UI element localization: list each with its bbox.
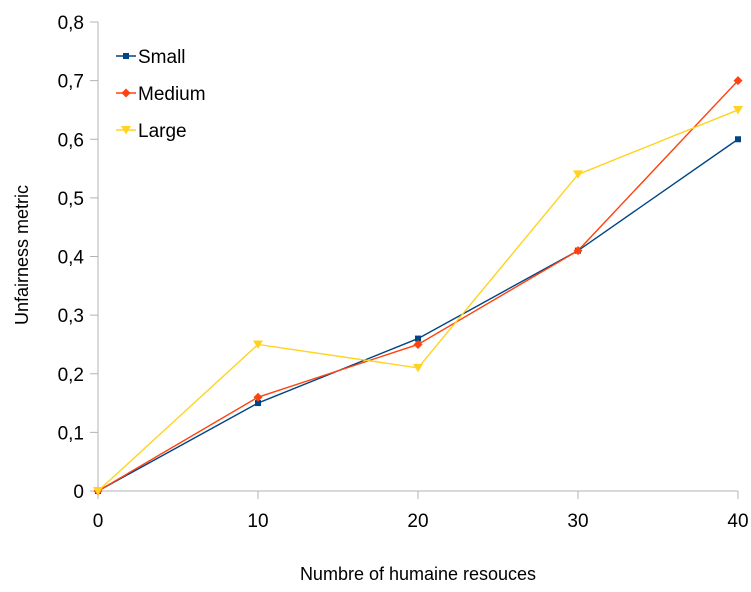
legend-label: Medium bbox=[138, 84, 206, 105]
y-tick-label: 0,2 bbox=[58, 365, 84, 386]
tick-labels: 0 0,1 0,2 0,3 0,4 0,5 0,6 0,7 0,8 0 10 20 30 40 bbox=[58, 13, 749, 532]
data-point-medium bbox=[573, 246, 583, 256]
data-point-small bbox=[255, 400, 261, 407]
x-tick-label: 30 bbox=[567, 511, 588, 532]
y-tick-label: 0,3 bbox=[58, 306, 84, 327]
series-line-medium bbox=[97, 80, 739, 492]
y-tick-label: 0,1 bbox=[58, 423, 84, 444]
data-point-small bbox=[415, 335, 421, 342]
x-axis-label: Numbre of humaine resouces bbox=[300, 564, 536, 584]
data-point-large bbox=[573, 170, 583, 179]
data-point-large bbox=[733, 105, 743, 115]
data-point-medium bbox=[413, 339, 423, 349]
series-lines bbox=[97, 80, 739, 492]
series-line-small bbox=[97, 138, 739, 492]
legend-marker bbox=[121, 126, 131, 135]
x-tick-label: 20 bbox=[407, 511, 428, 532]
legend-label: Large bbox=[138, 121, 187, 142]
legend-marker bbox=[123, 53, 129, 59]
y-tick-label: 0,5 bbox=[58, 189, 84, 210]
legend-marker bbox=[121, 88, 131, 98]
data-point-large bbox=[93, 487, 103, 496]
series-markers bbox=[93, 76, 743, 496]
legend: Small Medium Large bbox=[116, 47, 206, 142]
y-axis-label: Unfairness metric bbox=[12, 185, 32, 325]
series-line-large bbox=[97, 109, 739, 492]
data-point-medium bbox=[733, 76, 743, 86]
data-point-medium bbox=[253, 392, 263, 402]
data-point-large bbox=[253, 340, 263, 349]
legend-item-large: Large bbox=[116, 121, 187, 142]
x-tick-label: 0 bbox=[93, 511, 104, 532]
data-point-small bbox=[735, 136, 741, 143]
x-tick-label: 40 bbox=[727, 511, 748, 532]
y-tick-label: 0,4 bbox=[58, 248, 85, 269]
y-tick-label: 0,6 bbox=[58, 130, 84, 151]
data-point-large bbox=[413, 363, 423, 373]
legend-item-small: Small bbox=[116, 47, 186, 68]
legend-item-medium: Medium bbox=[116, 84, 206, 105]
y-tick-label: 0 bbox=[73, 482, 84, 503]
x-tick-label: 10 bbox=[247, 511, 268, 532]
legend-label: Small bbox=[138, 47, 186, 68]
y-tick-label: 0,7 bbox=[58, 72, 84, 93]
y-tick-label: 0,8 bbox=[58, 13, 84, 34]
